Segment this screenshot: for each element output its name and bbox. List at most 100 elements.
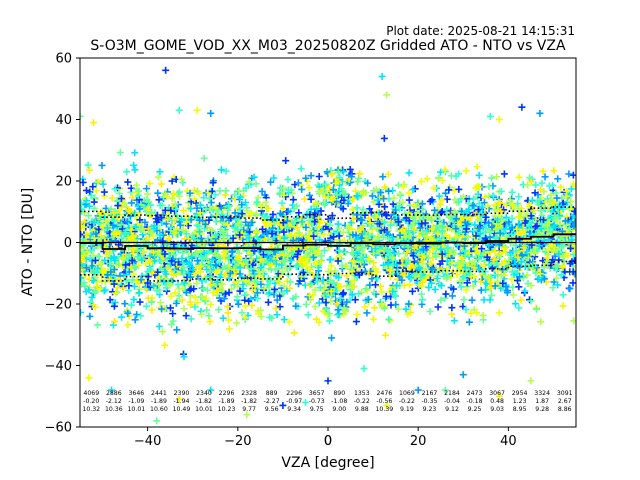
- scatter-point: [306, 266, 314, 274]
- scatter-point: [321, 201, 329, 209]
- scatter-point: [80, 223, 88, 231]
- scatter-point: [482, 213, 490, 221]
- scatter-point: [147, 229, 155, 237]
- scatter-point: [373, 275, 381, 283]
- scatter-point: [508, 230, 516, 238]
- scatter-point: [98, 177, 106, 185]
- scatter-point: [176, 221, 184, 229]
- scatter-point: [169, 271, 177, 279]
- scatter-point: [202, 220, 209, 228]
- scatter-point: [200, 154, 208, 162]
- scatter-point: [175, 395, 183, 403]
- scatter-point: [105, 249, 113, 257]
- scatter-point: [80, 279, 88, 287]
- scatter-point: [404, 310, 412, 318]
- scatter-point: [178, 175, 186, 183]
- scatter-point: [283, 217, 291, 225]
- scatter-point: [100, 287, 108, 295]
- scatter-point: [485, 261, 493, 269]
- scatter-point: [333, 300, 341, 308]
- scatter-point: [233, 319, 241, 327]
- scatter-point: [516, 263, 524, 271]
- scatter-point: [515, 193, 523, 201]
- scatter-point: [86, 202, 94, 210]
- scatter-point: [215, 306, 223, 314]
- scatter-point: [281, 258, 289, 266]
- scatter-point: [102, 286, 110, 294]
- scatter-point: [377, 189, 385, 197]
- scatter-point: [215, 254, 223, 262]
- scatter-point: [113, 230, 121, 238]
- scatter-point: [90, 204, 98, 212]
- scatter-point: [511, 300, 519, 308]
- scatter-point: [353, 192, 361, 200]
- scatter-point: [537, 207, 545, 215]
- scatter-point: [462, 167, 470, 175]
- scatter-point: [197, 268, 205, 276]
- scatter-point: [342, 262, 350, 270]
- scatter-point: [219, 314, 227, 322]
- scatter-point: [284, 224, 292, 232]
- scatter-point: [105, 275, 113, 283]
- scatter-point: [415, 251, 423, 259]
- scatter-point: [236, 193, 244, 201]
- scatter-point: [172, 299, 180, 307]
- scatter-point: [137, 312, 145, 320]
- scatter-point: [407, 263, 415, 271]
- scatter-point: [358, 234, 366, 242]
- scatter-point: [293, 224, 301, 232]
- bin-count-label: 2296: [286, 390, 302, 397]
- scatter-point: [242, 256, 250, 264]
- scatter-point: [191, 270, 199, 278]
- scatter-point: [351, 296, 359, 304]
- scatter-point: [486, 296, 494, 304]
- scatter-point: [94, 321, 102, 329]
- scatter-point: [151, 225, 159, 233]
- scatter-point: [185, 281, 193, 289]
- y-tick-label: 0: [64, 236, 72, 251]
- plot-date: Plot date: 2025-08-21 14:15:31: [386, 24, 575, 38]
- bin-std-label: 8.86: [558, 406, 572, 413]
- bin-count-label: 2167: [422, 390, 438, 397]
- scatter-point: [222, 187, 230, 195]
- scatter-point: [238, 201, 246, 209]
- scatter-point: [405, 196, 413, 204]
- scatter-point: [294, 179, 302, 187]
- scatter-point: [311, 218, 319, 226]
- scatter-point: [355, 271, 363, 279]
- scatter-point: [524, 253, 532, 261]
- scatter-point: [363, 286, 371, 294]
- scatter-point: [486, 283, 494, 291]
- scatter-point: [131, 149, 139, 157]
- scatter-point: [267, 220, 275, 228]
- scatter-point: [350, 257, 358, 265]
- scatter-point: [138, 225, 146, 233]
- scatter-point: [339, 228, 347, 236]
- scatter-point: [234, 283, 242, 291]
- scatter-point: [535, 201, 543, 209]
- scatter-point: [389, 253, 397, 261]
- bin-std-label: 9.23: [423, 406, 437, 413]
- scatter-point: [553, 262, 561, 270]
- scatter-point: [179, 259, 187, 267]
- scatter-point: [514, 200, 522, 208]
- scatter-point: [399, 198, 407, 206]
- scatter-point: [207, 238, 215, 246]
- scatter-point: [370, 259, 378, 267]
- scatter-point: [549, 284, 557, 292]
- scatter-point: [317, 207, 325, 215]
- scatter-point: [334, 220, 342, 228]
- scatter-point: [133, 311, 141, 319]
- scatter-point: [326, 184, 334, 192]
- bin-std-label: 8.95: [513, 406, 527, 413]
- scatter-point: [354, 177, 362, 185]
- scatter-point: [527, 178, 535, 186]
- scatter-point: [390, 249, 398, 257]
- scatter-point: [537, 186, 545, 194]
- scatter-point: [117, 195, 125, 203]
- scatter-point: [298, 256, 306, 264]
- scatter-point: [559, 302, 567, 310]
- scatter-point: [180, 305, 188, 313]
- scatter-point: [523, 271, 531, 279]
